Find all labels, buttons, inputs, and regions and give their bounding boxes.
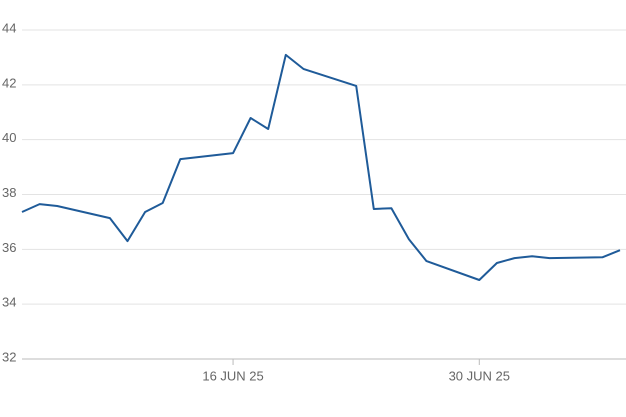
line-series xyxy=(21,53,621,281)
y-tick-label: 42 xyxy=(2,75,16,90)
y-tick-label: 38 xyxy=(2,185,16,200)
y-tick-label: 36 xyxy=(2,240,16,255)
y-tick-label: 44 xyxy=(2,20,16,35)
x-tick-label: 16 JUN 25 xyxy=(202,368,263,383)
y-tick-label: 32 xyxy=(2,349,16,364)
x-tick-label: 30 JUN 25 xyxy=(449,368,510,383)
y-tick-label: 34 xyxy=(2,295,16,310)
y-tick-label: 40 xyxy=(2,130,16,145)
